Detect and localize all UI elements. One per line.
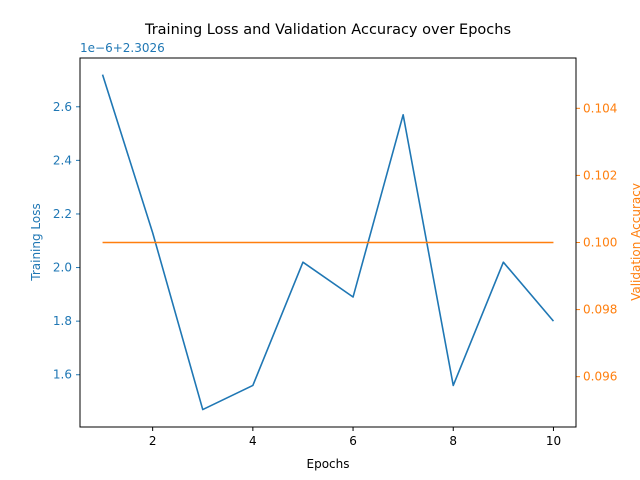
right-y-tick-label: 0.100 (583, 236, 617, 250)
right-y-tick-label: 0.096 (583, 370, 617, 384)
right-y-tick-label: 0.098 (583, 303, 617, 317)
left-y-tick-label: 2.2 (53, 207, 72, 221)
right-y-tick-label: 0.102 (583, 168, 617, 182)
ticks-layer: 2 4 6 8 10 1.6 1.8 2.0 2.2 2.4 2.6 0.096 0.098 0.100 0… (53, 100, 617, 448)
x-axis-label: Epochs (307, 457, 350, 471)
x-tick-label: 10 (546, 434, 561, 448)
x-tick-label: 6 (349, 434, 357, 448)
right-axis-label: Validation Accuracy (629, 183, 640, 301)
plot-frame (79, 57, 577, 428)
left-y-tick-label: 1.8 (53, 314, 72, 328)
training-loss-line (101, 74, 555, 411)
left-y-tick-label: 2.4 (53, 153, 72, 167)
left-axis-offset-text: 1e−6+2.3026 (80, 41, 165, 55)
right-y-tick-label: 0.104 (583, 101, 617, 115)
left-axis-label: Training Loss (29, 203, 43, 281)
x-tick-label: 4 (249, 434, 257, 448)
series-layer (101, 74, 555, 411)
left-y-tick-label: 2.0 (53, 261, 72, 275)
left-y-tick-label: 2.6 (53, 100, 72, 114)
left-y-tick-label: 1.6 (53, 368, 72, 382)
chart-title: Training Loss and Validation Accuracy ov… (144, 22, 511, 38)
x-tick-label: 8 (449, 434, 457, 448)
x-tick-label: 2 (149, 434, 157, 448)
